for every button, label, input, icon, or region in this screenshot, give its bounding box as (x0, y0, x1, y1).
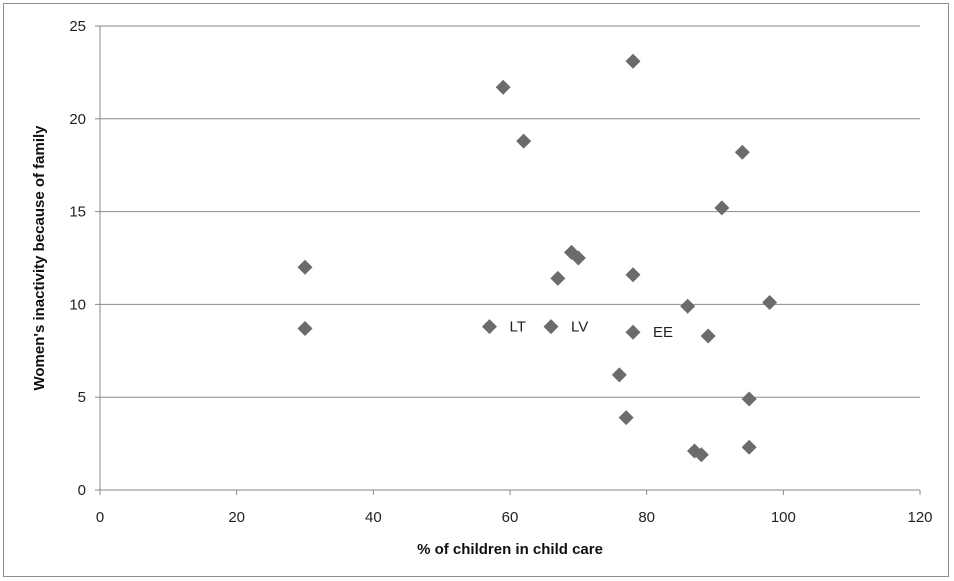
data-point (693, 447, 709, 463)
data-point (625, 267, 641, 283)
y-tick-label: 0 (78, 482, 86, 499)
y-tick-label: 5 (78, 389, 86, 406)
data-point (297, 259, 313, 275)
tick-labels: 0 5 10 15 20 25 0 20 40 60 80 100 120 (69, 18, 932, 526)
data-point (543, 319, 559, 335)
data-points (297, 53, 778, 463)
x-tick-label: 120 (907, 509, 932, 526)
y-tick-label: 25 (69, 18, 86, 35)
point-label: LV (571, 319, 588, 336)
axes (95, 25, 921, 495)
y-axis-title: Women's inactivity because of family (31, 125, 48, 391)
data-point (680, 298, 696, 314)
x-tick-label: 100 (771, 509, 796, 526)
data-point (741, 391, 757, 407)
data-point (762, 295, 778, 311)
y-tick-label: 20 (69, 111, 86, 128)
chart-frame (3, 3, 949, 577)
y-tick-label: 10 (69, 296, 86, 313)
gridlines (100, 25, 920, 398)
data-point (734, 144, 750, 160)
data-point (741, 439, 757, 455)
x-tick-label: 80 (638, 509, 655, 526)
data-point (700, 328, 716, 344)
x-tick-label: 60 (502, 509, 519, 526)
data-point (570, 250, 586, 266)
data-point (550, 270, 566, 286)
data-point (618, 410, 634, 426)
point-labels: LT LV EE (510, 319, 674, 342)
y-tick-label: 15 (69, 204, 86, 221)
data-point (482, 319, 497, 335)
data-point (625, 324, 641, 340)
data-point (495, 79, 511, 95)
x-axis-title: % of children in child care (417, 541, 603, 558)
data-point (714, 200, 730, 216)
x-tick-label: 20 (228, 509, 245, 526)
data-point (625, 53, 641, 69)
data-point (516, 133, 532, 149)
x-tick-label: 40 (365, 509, 382, 526)
data-point (297, 321, 313, 337)
data-point (611, 367, 627, 383)
point-label: EE (653, 324, 673, 341)
point-label: LT (510, 319, 526, 336)
x-tick-label: 0 (96, 509, 104, 526)
